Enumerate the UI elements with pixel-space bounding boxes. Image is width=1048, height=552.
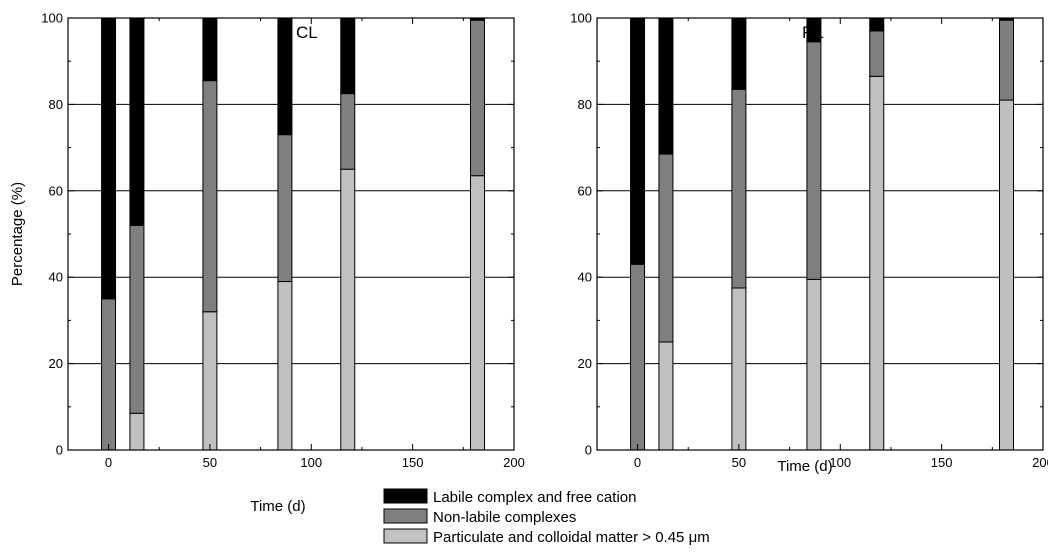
bar-segment	[731, 17, 747, 90]
legend-swatch	[383, 488, 428, 504]
y-tick-label: 60	[578, 183, 592, 198]
bar-segment	[277, 17, 293, 136]
bar-segment	[101, 298, 117, 451]
x-tick-label: 0	[634, 455, 641, 470]
bar-segment	[129, 17, 145, 226]
x-tick-label: 100	[829, 455, 851, 470]
bar-segment	[470, 175, 486, 451]
bar-segment	[999, 99, 1015, 451]
legend-label: Labile complex and free cation	[433, 489, 636, 506]
y-tick-label: 0	[585, 443, 592, 458]
bar-segment	[340, 168, 356, 451]
bar-segment	[806, 278, 822, 451]
legend: Labile complex and free cation Non-labile…	[383, 488, 710, 546]
bar-segment	[630, 17, 646, 265]
y-tick-label: 40	[49, 270, 63, 285]
x-axis-title: Time (d)	[777, 458, 832, 475]
y-tick-label: 80	[578, 97, 592, 112]
bar-segment	[129, 224, 145, 414]
y-tick-label: 60	[49, 183, 63, 198]
bar-segment	[731, 287, 747, 451]
x-tick-label: 50	[203, 455, 217, 470]
bar-segment	[202, 311, 218, 451]
x-tick-label: 50	[732, 455, 746, 470]
x-tick-label: 0	[105, 455, 112, 470]
y-tick-label: 0	[56, 443, 63, 458]
chart-panel-rl: 0 20 40 60 80 100 0 50 100 150 200 Time (d) RL	[570, 11, 1048, 476]
bar-segment	[277, 281, 293, 451]
x-tick-label: 100	[300, 455, 322, 470]
y-tick-label: 80	[49, 97, 63, 112]
bar-segment	[869, 17, 885, 32]
y-tick-label: 100	[41, 11, 63, 26]
x-tick-label: 200	[1032, 455, 1048, 470]
x-tick-label: 150	[931, 455, 953, 470]
x-tick-label: 150	[402, 455, 424, 470]
y-axis-title: Percentage (%)	[9, 182, 26, 286]
bar-segment	[658, 17, 674, 155]
bar-segment	[731, 88, 747, 289]
bar-segment	[202, 80, 218, 313]
bar-segment	[129, 412, 145, 451]
bar-segment	[470, 19, 486, 177]
legend-label: Non-labile complexes	[433, 509, 576, 526]
bar-segment	[658, 341, 674, 451]
legend-label: Particulate and colloidal matter > 0.45 …	[433, 529, 710, 546]
y-tick-label: 20	[49, 356, 63, 371]
legend-swatch	[383, 528, 428, 544]
bar-segment	[277, 134, 293, 283]
bar-segment	[340, 93, 356, 170]
bar-segment	[869, 30, 885, 77]
bar-segment	[999, 19, 1015, 101]
panel-label: RL	[802, 23, 824, 42]
y-tick-label: 20	[578, 356, 592, 371]
bar-segment	[340, 17, 356, 95]
legend-swatch	[383, 508, 428, 524]
x-tick-label: 200	[503, 455, 525, 470]
y-tick-label: 100	[570, 11, 592, 26]
bar-segment	[202, 17, 218, 82]
bar-segment	[869, 75, 885, 451]
panel-label: CL	[296, 23, 318, 42]
x-axis-title: Time (d)	[250, 498, 305, 515]
bar-segment	[101, 17, 117, 300]
bar-segment	[658, 153, 674, 343]
bar-segment	[806, 41, 822, 280]
bar-segment	[630, 263, 646, 451]
y-tick-label: 40	[578, 270, 592, 285]
chart-panel-cl: 0 20 40 60 80 100 0 50 100 150 200 Time (d) Percenta…	[9, 11, 525, 516]
